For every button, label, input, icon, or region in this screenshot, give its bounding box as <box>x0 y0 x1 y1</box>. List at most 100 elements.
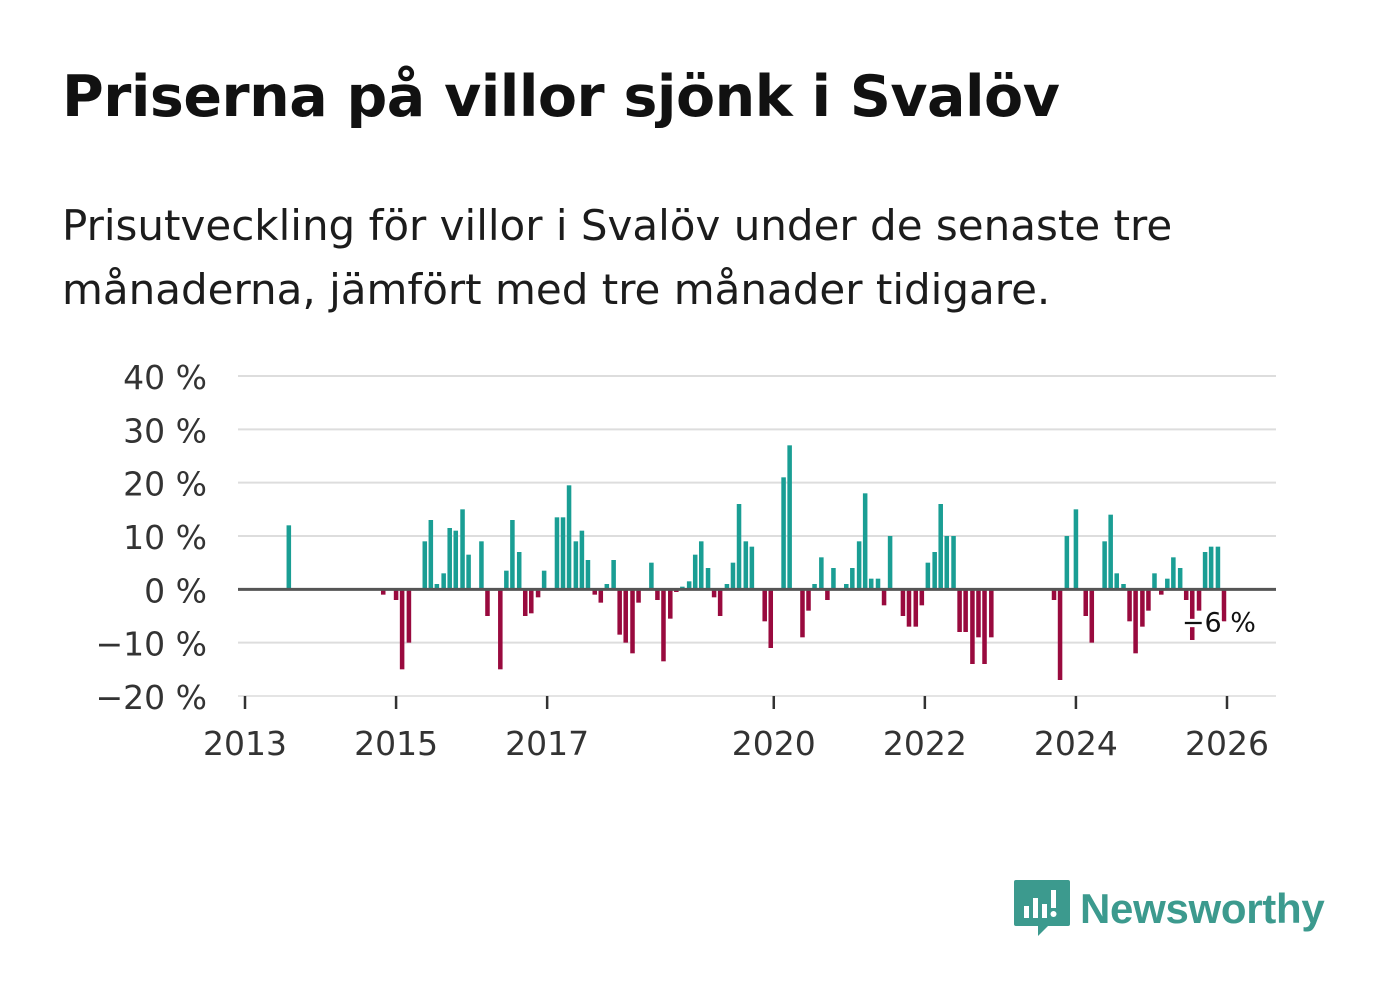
bar <box>1089 589 1095 643</box>
bars <box>286 445 1227 680</box>
bar <box>743 541 749 590</box>
newsworthy-brand: Newsworthy <box>1012 878 1325 940</box>
bar <box>655 589 660 600</box>
bar <box>1215 546 1221 590</box>
bar <box>1057 589 1063 680</box>
bar <box>800 589 805 638</box>
bar <box>1171 557 1176 590</box>
bar <box>887 536 893 590</box>
bar <box>649 562 654 590</box>
x-tick-label: 2017 <box>505 724 589 763</box>
bar <box>1121 584 1126 590</box>
brand-name: Newsworthy <box>1080 885 1325 932</box>
x-tick-label: 2024 <box>1034 724 1118 763</box>
bar <box>399 589 405 670</box>
bar <box>812 584 817 590</box>
bar <box>762 589 767 622</box>
x-tick-label: 2026 <box>1185 724 1269 763</box>
x-axis: 2013 2015 2017 2020 2022 2024 2026 <box>203 587 1276 763</box>
bar <box>516 552 522 590</box>
bar <box>963 589 968 632</box>
bar <box>1114 573 1119 590</box>
bar <box>1064 536 1070 590</box>
annotations: −6 % <box>1179 604 1259 641</box>
bar <box>661 589 666 662</box>
bar <box>441 573 446 590</box>
bar <box>1183 589 1189 600</box>
bar <box>623 589 628 643</box>
bar <box>611 560 616 590</box>
bar <box>498 589 503 670</box>
bar <box>749 546 755 590</box>
value-annotation: −6 % <box>1182 607 1256 638</box>
bar <box>485 589 490 616</box>
chart-subtitle: Prisutveckling för villor i Svalöv under… <box>62 201 1173 314</box>
bar <box>592 589 598 595</box>
bar <box>541 570 547 590</box>
bar <box>504 570 509 590</box>
bar <box>479 541 484 590</box>
bar <box>1127 589 1132 622</box>
bar <box>566 485 572 590</box>
bar <box>831 568 836 590</box>
y-tick-label: 0 % <box>144 571 207 610</box>
newsworthy-logo-icon <box>1014 880 1070 936</box>
bar <box>1159 589 1164 595</box>
bar <box>579 530 585 590</box>
bar <box>617 589 622 635</box>
bar <box>522 589 528 616</box>
bar <box>1146 589 1151 611</box>
bar <box>393 589 399 600</box>
bar <box>970 589 975 664</box>
bar <box>875 578 881 590</box>
bar <box>698 541 704 590</box>
bar <box>976 589 981 638</box>
bar <box>819 557 824 590</box>
bar <box>447 528 452 590</box>
bar <box>1177 568 1183 590</box>
bar <box>1102 541 1107 590</box>
bar <box>604 584 610 590</box>
bar <box>560 517 566 590</box>
bar <box>925 562 931 590</box>
bar <box>585 560 591 590</box>
bar <box>1083 589 1089 616</box>
bar <box>938 504 943 590</box>
bar <box>1208 546 1214 590</box>
bar <box>1202 552 1208 590</box>
bar <box>944 536 950 590</box>
bar <box>510 520 515 590</box>
bar <box>957 589 962 632</box>
bar <box>1140 589 1145 627</box>
bar <box>286 525 292 590</box>
bar <box>932 552 937 590</box>
x-tick-label: 2013 <box>203 724 287 763</box>
bar <box>730 562 736 590</box>
y-tick-label: −10 % <box>96 625 208 664</box>
bar <box>630 589 635 654</box>
bar <box>951 536 956 590</box>
bar <box>1073 509 1079 590</box>
bar <box>881 589 887 606</box>
bar <box>724 584 730 590</box>
y-tick-label: 20 % <box>123 465 207 504</box>
bar <box>554 517 560 590</box>
y-tick-label: 40 % <box>123 358 207 397</box>
bar <box>1133 589 1138 654</box>
bar <box>862 493 868 590</box>
bar-chart: 40 %30 %20 %10 %0 %−10 %−20 % 2013 2015 20… <box>96 358 1276 763</box>
bar <box>850 568 855 590</box>
x-tick-label: 2022 <box>883 724 967 763</box>
bar <box>453 530 459 590</box>
y-tick-label: −20 % <box>96 678 208 717</box>
bar <box>573 541 579 590</box>
y-tick-label: 30 % <box>123 411 207 450</box>
bar <box>711 589 717 598</box>
gridlines <box>238 375 1276 697</box>
bar <box>434 584 440 590</box>
bar <box>736 504 742 590</box>
bar <box>787 445 792 590</box>
bar <box>1189 589 1195 640</box>
bar <box>705 568 711 590</box>
bar <box>913 589 919 627</box>
